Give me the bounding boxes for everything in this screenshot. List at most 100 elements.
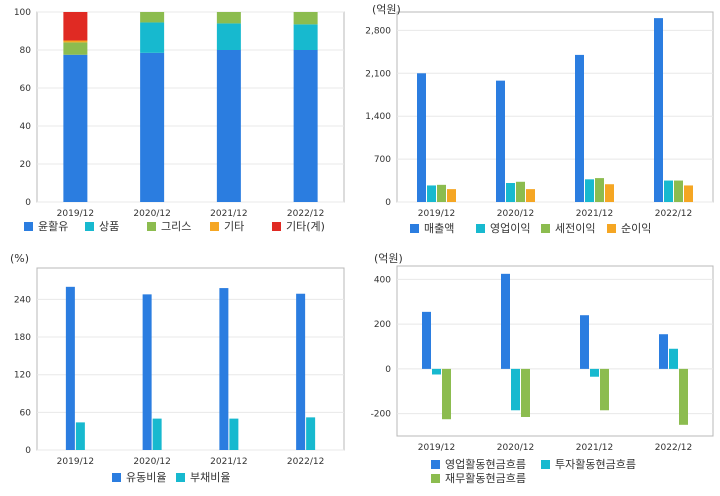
x-tick-label: 2021/12 bbox=[210, 457, 247, 467]
bar bbox=[437, 184, 446, 202]
y-tick-label: 700 bbox=[374, 155, 391, 165]
y-tick-label: 2,100 bbox=[365, 69, 391, 79]
bar bbox=[293, 24, 318, 50]
y-tick-label: 60 bbox=[20, 408, 32, 418]
legend-label: 유동비율 bbox=[126, 471, 166, 484]
bar bbox=[521, 368, 530, 417]
legend-swatch bbox=[272, 222, 281, 231]
bar bbox=[422, 311, 431, 369]
bar bbox=[595, 178, 604, 202]
bar bbox=[152, 418, 162, 450]
x-tick-label: 2021/12 bbox=[576, 443, 613, 453]
y-tick-label: 40 bbox=[20, 122, 32, 132]
plot-area bbox=[36, 11, 345, 203]
bar bbox=[585, 179, 594, 202]
bar bbox=[526, 189, 535, 202]
bar bbox=[605, 184, 614, 202]
x-tick-label: 2019/12 bbox=[418, 443, 455, 453]
plot-area bbox=[36, 267, 345, 451]
bar bbox=[516, 181, 525, 202]
x-tick-label: 2019/12 bbox=[418, 209, 455, 219]
bar bbox=[600, 368, 609, 411]
x-tick-label: 2020/12 bbox=[133, 209, 170, 219]
bar bbox=[293, 50, 318, 202]
bar bbox=[432, 368, 441, 375]
bar bbox=[216, 12, 241, 24]
bar bbox=[501, 273, 510, 369]
y-tick-label: 0 bbox=[385, 365, 391, 375]
bar bbox=[590, 368, 599, 377]
unit-label: (%) bbox=[10, 252, 29, 265]
bar bbox=[442, 368, 451, 420]
bar bbox=[664, 180, 673, 202]
bar bbox=[63, 42, 88, 55]
x-tick-label: 2022/12 bbox=[655, 209, 692, 219]
legend-swatch bbox=[24, 222, 33, 231]
bar bbox=[296, 293, 306, 450]
legend-swatch bbox=[85, 222, 94, 231]
legend-label: 세전이익 bbox=[555, 222, 595, 235]
legend-swatch bbox=[607, 224, 616, 233]
bar bbox=[654, 18, 663, 203]
y-tick-label: -200 bbox=[371, 410, 392, 420]
x-tick-label: 2020/12 bbox=[497, 209, 534, 219]
bar bbox=[216, 23, 241, 50]
bar bbox=[75, 422, 85, 450]
bar bbox=[142, 294, 152, 450]
bar bbox=[140, 12, 165, 23]
legend-swatch bbox=[147, 222, 156, 231]
bar bbox=[674, 180, 683, 202]
bar bbox=[293, 12, 318, 25]
legend-label: 투자활동현금흐름 bbox=[555, 457, 636, 471]
y-tick-label: 400 bbox=[374, 275, 391, 285]
bar bbox=[427, 185, 436, 202]
legend-swatch bbox=[541, 460, 550, 469]
y-tick-label: 100 bbox=[14, 8, 31, 18]
bar bbox=[306, 417, 316, 450]
bar bbox=[417, 73, 426, 203]
chart-3: (%) 0 60 120 180 240 2019/12 2020/12 2021/12 2022… bbox=[10, 252, 345, 484]
x-tick-label: 2020/12 bbox=[133, 457, 170, 467]
bar bbox=[669, 348, 678, 369]
y-tick-label: 180 bbox=[14, 333, 31, 343]
bar bbox=[684, 185, 693, 202]
legend-swatch bbox=[431, 474, 440, 483]
bar bbox=[447, 189, 456, 202]
bar bbox=[659, 334, 668, 369]
bar bbox=[511, 368, 520, 411]
x-tick-label: 2022/12 bbox=[655, 443, 692, 453]
y-tick-label: 2,800 bbox=[365, 26, 391, 36]
x-tick-label: 2019/12 bbox=[57, 457, 94, 467]
legend-label: 재무활동현금흐름 bbox=[445, 471, 526, 485]
x-tick-label: 2022/12 bbox=[287, 457, 324, 467]
legend-swatch bbox=[210, 222, 219, 231]
legend-label: 영업이익 bbox=[490, 222, 530, 235]
y-tick-label: 20 bbox=[20, 160, 32, 170]
y-tick-label: 0 bbox=[25, 198, 31, 208]
bar bbox=[219, 288, 229, 450]
legend-label: 기타 bbox=[224, 220, 244, 233]
unit-label: (억원) bbox=[372, 3, 401, 16]
chart-1: 0 20 40 60 80 100 2019/12 2020/12 2021/12 2022/12… bbox=[14, 8, 345, 233]
bar bbox=[63, 12, 88, 41]
x-tick-label: 2021/12 bbox=[210, 209, 247, 219]
legend-label: 윤활유 bbox=[38, 219, 68, 233]
y-tick-label: 80 bbox=[20, 46, 32, 56]
y-tick-label: 60 bbox=[20, 84, 32, 94]
bar bbox=[506, 183, 515, 202]
legend-swatch bbox=[176, 473, 185, 482]
y-tick-label: 200 bbox=[374, 320, 391, 330]
unit-label: (억원) bbox=[374, 252, 403, 265]
legend-label: 순이익 bbox=[621, 222, 651, 235]
x-tick-label: 2022/12 bbox=[287, 209, 324, 219]
bar bbox=[65, 286, 75, 450]
y-tick-label: 120 bbox=[14, 371, 31, 381]
y-tick-label: 1,400 bbox=[365, 112, 391, 122]
y-tick-label: 240 bbox=[14, 295, 31, 305]
bar bbox=[496, 80, 505, 202]
legend-label: 부채비율 bbox=[190, 471, 230, 484]
x-tick-label: 2021/12 bbox=[576, 209, 613, 219]
y-tick-label: 0 bbox=[25, 446, 31, 456]
bar bbox=[63, 40, 88, 43]
bar bbox=[575, 54, 584, 202]
